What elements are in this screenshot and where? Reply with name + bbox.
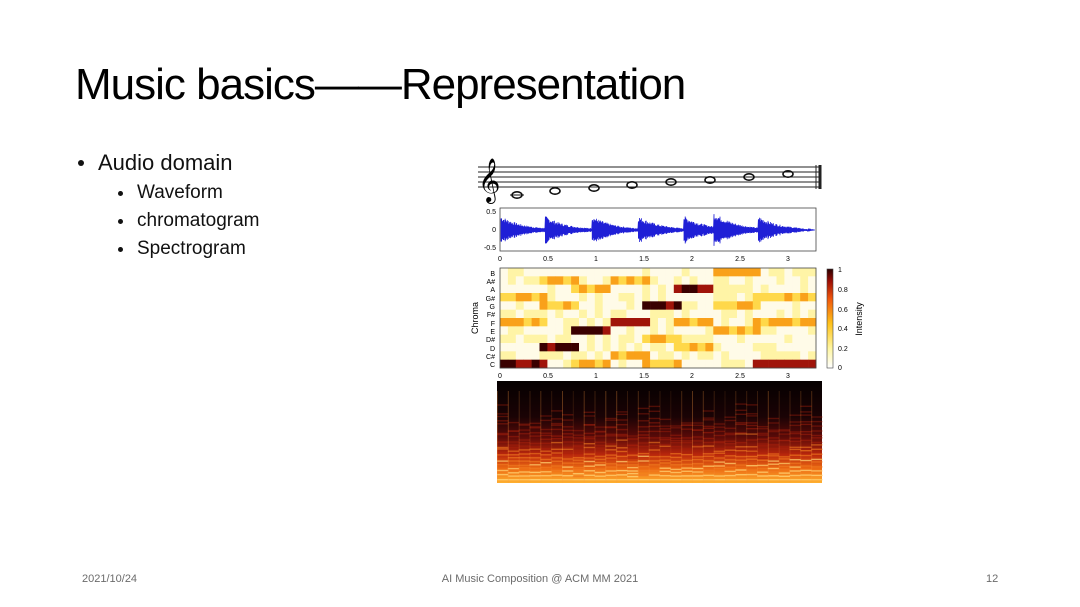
chroma-xtick: 0 [498,373,502,380]
chroma-xtick: 1 [594,373,598,380]
bullet-dot-icon [118,190,123,196]
chroma-ylabel: E [490,329,495,336]
bullet-dot-icon [118,218,123,224]
sub-bullet-text: Waveform [137,182,223,203]
colorbar-tick: 0.8 [838,287,848,294]
colorbar-tick: 0.4 [838,326,848,333]
chroma-xtick: 0.5 [543,373,553,380]
chroma-ylabel: A [490,287,495,294]
wave-ytick: 0 [492,227,496,234]
wave-xtick: 3 [786,256,790,263]
spectrogram-plot [497,381,823,483]
chroma-xtick: 1.5 [639,373,649,380]
chroma-ylabel: B [490,271,495,278]
footer-page-number: 12 [986,573,999,585]
music-staff: 𝄞 [478,159,822,204]
note-heads [510,170,794,200]
wave-xtick: 0.5 [543,256,553,263]
chroma-ylabel: F [491,321,495,328]
chromagram-cells [500,268,817,369]
bullet-dot-icon [78,160,84,166]
footer-date: 2021/10/24 [82,573,138,585]
slide-title: Music basics——Representation [75,60,686,109]
sub-bullet-chromatogram: chromatogram [118,210,260,232]
chroma-ylabel: F# [487,312,495,319]
wave-ytick: 0.5 [486,209,496,216]
wave-xtick: 2 [690,256,694,263]
spectrogram-texture [497,391,823,483]
sub-bullet-waveform: Waveform [118,182,260,204]
chroma-xtick: 2.5 [735,373,745,380]
bullet-list: Audio domain Waveform chromatogram Spect… [78,150,260,266]
waveform-plot: 0.5 0 -0.5 0 0.5 1 1.5 2 2.5 3 [484,207,817,263]
chroma-ylabel: C [490,362,495,369]
chroma-ylabel: D# [486,337,495,344]
colorbar-tick: 1 [838,267,842,274]
colorbar: 1 0.8 0.6 0.4 0.2 0 Intensity [826,267,864,372]
wave-xtick: 2.5 [735,256,745,263]
chroma-axis-label: Chroma [470,302,480,334]
colorbar-label: Intensity [854,302,864,336]
chroma-ylabel: A# [486,279,495,286]
colorbar-tick: 0.6 [838,307,848,314]
waveform-signal [500,214,815,246]
bullet-audio-domain: Audio domain [78,150,260,176]
wave-xtick: 0 [498,256,502,263]
colorbar-tick: 0.2 [838,346,848,353]
chroma-ylabel: G [490,304,495,311]
chroma-ylabel: D [490,346,495,353]
footer-title: AI Music Composition @ ACM MM 2021 [441,573,639,585]
chroma-xtick: 3 [786,373,790,380]
sub-bullet-text: chromatogram [137,210,260,231]
chroma-xtick: 2 [690,373,694,380]
sub-bullet-text: Spectrogram [137,238,246,259]
bullet-dot-icon [118,246,123,252]
sub-bullet-spectrogram: Spectrogram [118,238,260,260]
chromagram-plot: Chroma B A# A G# G F# F E D# D C# C 0 0.… [470,267,817,380]
colorbar-tick: 0 [838,365,842,372]
wave-xtick: 1 [594,256,598,263]
wave-ytick: -0.5 [484,245,496,252]
bullet-text: Audio domain [98,150,233,175]
treble-clef-icon: 𝄞 [478,159,500,204]
chroma-ylabel: C# [486,354,495,361]
chroma-ylabel: G# [486,296,495,303]
wave-xtick: 1.5 [639,256,649,263]
